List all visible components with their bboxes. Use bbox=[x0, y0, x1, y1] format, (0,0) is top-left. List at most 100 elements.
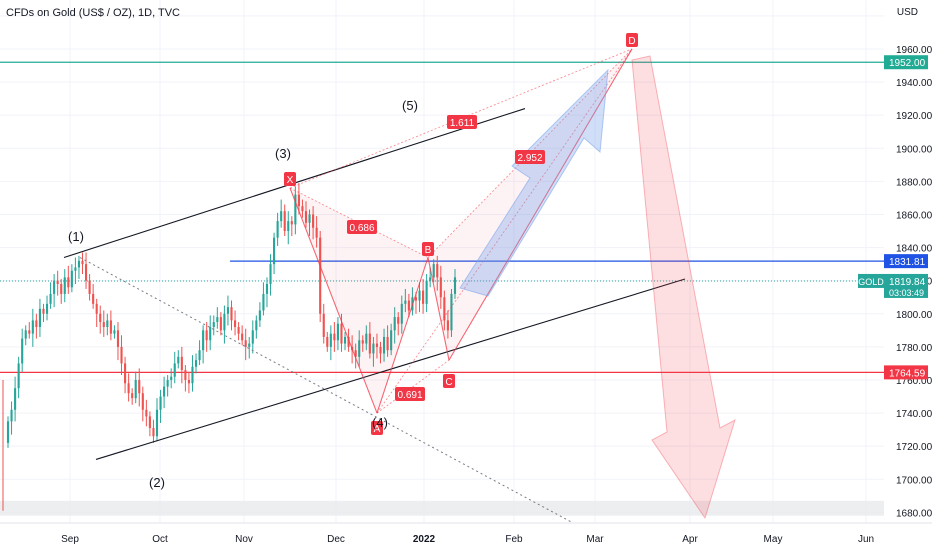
candle-body bbox=[393, 317, 396, 331]
candle-body bbox=[6, 421, 10, 443]
ratio-label-bg bbox=[515, 150, 545, 164]
candle-body bbox=[326, 336, 329, 347]
y-tick-label: 1840.00 bbox=[896, 244, 932, 255]
candle-body bbox=[439, 277, 442, 298]
y-tick-label: 1860.00 bbox=[896, 210, 932, 221]
ratio-label-text: 0.691 bbox=[397, 390, 422, 401]
candle-body bbox=[269, 264, 272, 284]
candle-body bbox=[404, 300, 407, 304]
ratio-label: 1.611 bbox=[447, 115, 477, 129]
point-label: X bbox=[284, 172, 296, 186]
candle-body bbox=[237, 327, 240, 334]
projection-arrows bbox=[459, 55, 736, 520]
x-tick-label: Feb bbox=[505, 534, 523, 545]
time-axis: Sep Oct Nov Dec 2022 Feb Mar Apr May Jun bbox=[0, 522, 932, 550]
candle-body bbox=[212, 322, 215, 328]
ratio-label-text: 1.611 bbox=[450, 118, 475, 129]
candle-body bbox=[450, 293, 453, 331]
bearish-arrow bbox=[631, 55, 736, 520]
candle-body bbox=[113, 330, 116, 334]
candle-body bbox=[294, 194, 297, 225]
candle-body bbox=[138, 379, 141, 394]
candle-body bbox=[280, 211, 283, 222]
y-tick-label: 1800.00 bbox=[896, 310, 932, 321]
candle-body bbox=[145, 409, 148, 417]
candle-body bbox=[312, 214, 315, 228]
pattern-ratio-line bbox=[376, 359, 450, 414]
price-axis: 1680.00 1700.00 1720.00 1740.00 1760.00 1780.… bbox=[858, 0, 932, 550]
x-tick-label: Dec bbox=[327, 534, 345, 545]
point-label-text: C bbox=[445, 377, 452, 388]
candle-body bbox=[422, 290, 425, 304]
candle-body bbox=[45, 303, 49, 314]
candle-body bbox=[56, 280, 59, 284]
candle-body bbox=[382, 336, 386, 354]
candle-body bbox=[397, 317, 400, 324]
x-tick-label: Jun bbox=[858, 534, 874, 545]
harmonic-pattern bbox=[289, 48, 633, 414]
candle-body bbox=[42, 308, 45, 314]
pattern-leg bbox=[427, 257, 450, 361]
y-tick-label: 1680.00 bbox=[896, 508, 932, 519]
candle-body bbox=[372, 343, 375, 354]
point-label: D bbox=[626, 33, 638, 47]
candles bbox=[6, 183, 457, 448]
x-tick-label: Oct bbox=[152, 534, 168, 545]
candle-body bbox=[290, 221, 293, 225]
point-label-text: A bbox=[374, 424, 381, 435]
candle-body bbox=[148, 416, 151, 428]
candle-body bbox=[304, 211, 308, 223]
candle-body bbox=[141, 393, 144, 410]
candle-body bbox=[315, 227, 318, 238]
pattern-leg bbox=[448, 48, 633, 361]
candle-body bbox=[255, 320, 258, 331]
price-tag-text: 1952.00 bbox=[889, 58, 926, 69]
instrument-tag-bg bbox=[858, 273, 884, 288]
point-label-bg bbox=[443, 374, 455, 388]
candle-body bbox=[205, 330, 208, 341]
ratio-label: 0.691 bbox=[395, 387, 425, 401]
candle-body bbox=[319, 237, 322, 314]
candle-body bbox=[134, 379, 137, 399]
candle-body bbox=[333, 333, 336, 341]
candle-body bbox=[230, 307, 233, 321]
candle-body bbox=[390, 330, 393, 351]
wave-label: (3) bbox=[275, 146, 291, 161]
candle-body bbox=[131, 393, 134, 399]
candle-body bbox=[301, 206, 304, 212]
time-axis-bg bbox=[0, 523, 932, 550]
candle-body bbox=[258, 310, 261, 321]
support-zone bbox=[0, 500, 884, 516]
candle-body bbox=[74, 267, 77, 271]
wave-label: (5) bbox=[402, 98, 418, 113]
candle-body bbox=[159, 396, 162, 410]
y-tick-label: 1900.00 bbox=[896, 144, 932, 155]
point-label: A bbox=[371, 421, 383, 435]
candle-body bbox=[10, 409, 13, 422]
candle-body bbox=[361, 340, 364, 344]
last-price-text: 1819.84 bbox=[889, 277, 926, 288]
candle-body bbox=[81, 260, 84, 265]
candle-body bbox=[198, 350, 201, 361]
ratio-label-text: 0.686 bbox=[349, 223, 374, 234]
candle-body bbox=[202, 330, 205, 351]
instrument-tag-text: GOLD bbox=[858, 277, 884, 287]
candle-body bbox=[453, 277, 457, 294]
price-tag-bg bbox=[884, 55, 928, 70]
x-tick-label: Apr bbox=[682, 534, 698, 545]
point-label-bg bbox=[626, 33, 638, 47]
x-tick-label: 2022 bbox=[413, 534, 436, 545]
candle-body bbox=[336, 323, 339, 341]
candle-body bbox=[354, 350, 357, 357]
candle-body bbox=[184, 370, 187, 380]
candle-body bbox=[102, 322, 105, 328]
candle-body bbox=[425, 280, 428, 304]
candle-body bbox=[241, 333, 244, 341]
candle-body bbox=[24, 330, 27, 339]
candle-body bbox=[244, 340, 247, 347]
candle-body bbox=[21, 338, 24, 364]
y-tick-label: 1740.00 bbox=[896, 409, 932, 420]
ratio-label: 2.952 bbox=[515, 150, 545, 164]
